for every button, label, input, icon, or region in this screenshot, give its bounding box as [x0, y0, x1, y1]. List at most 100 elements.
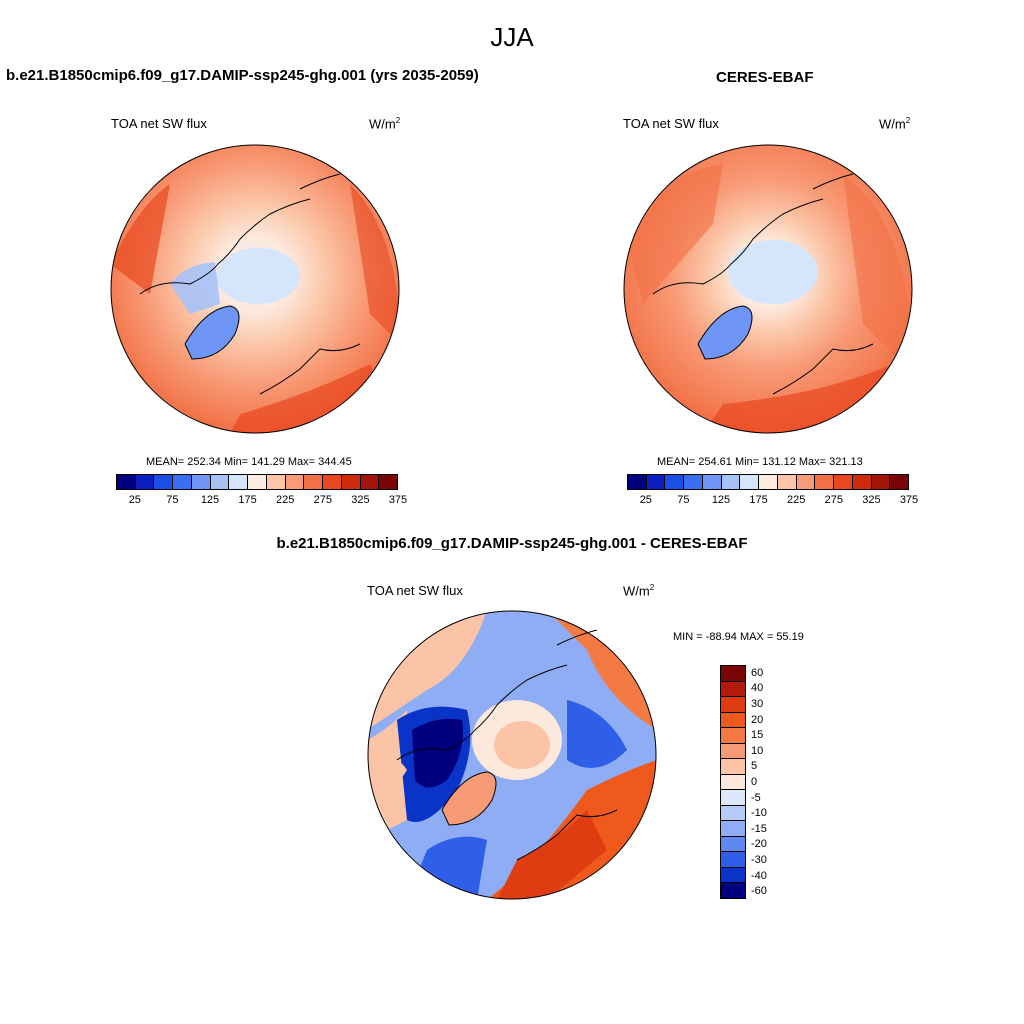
- colorbar-swatch: [191, 475, 211, 489]
- colorbar-swatch: [890, 475, 909, 489]
- colorbar-swatch: [777, 475, 797, 489]
- colorbar-swatch: [721, 774, 745, 791]
- diff-units-label: W/m2: [623, 583, 655, 599]
- colorbar-swatch: [266, 475, 286, 489]
- colorbar-tick-label: 75: [166, 494, 179, 506]
- colorbar-swatch: [852, 475, 872, 489]
- colorbar-swatch: [721, 666, 745, 682]
- colorbar-swatch: [834, 475, 853, 489]
- colorbar-swatch: [721, 867, 745, 884]
- figure-title: JJA: [490, 22, 534, 52]
- colorbar-swatch: [721, 852, 745, 868]
- colorbar-swatch: [721, 883, 745, 898]
- model-units-label: W/m2: [369, 116, 401, 132]
- colorbar-tick-label: 0: [751, 776, 758, 788]
- colorbar-swatch: [285, 475, 305, 489]
- colorbar-swatch: [721, 836, 745, 853]
- colorbar-swatch: [628, 475, 647, 489]
- colorbar-tick-label: -60: [751, 885, 767, 898]
- obs-polar-map: [623, 144, 913, 434]
- colorbar-tick-label: 40: [751, 682, 764, 695]
- colorbar-tick-label: 15: [751, 729, 764, 742]
- diff-panel-title: b.e21.B1850cmip6.f09_g17.DAMIP-ssp245-gh…: [276, 535, 748, 552]
- obs-colorbar-ticks: 25 75 125 175 225 275 325 375: [627, 494, 918, 508]
- colorbar-swatch: [646, 475, 666, 489]
- colorbar-tick-label: 20: [751, 713, 764, 726]
- obs-panel-title: CERES-EBAF: [716, 69, 814, 86]
- colorbar-tick-label: 225: [787, 494, 806, 506]
- colorbar-swatch: [117, 475, 136, 489]
- colorbar-tick-label: -30: [751, 854, 767, 866]
- colorbar-swatch: [173, 475, 192, 489]
- colorbar-swatch: [721, 821, 745, 837]
- colorbar-swatch: [871, 475, 891, 489]
- colorbar-tick-label: 5: [751, 760, 758, 773]
- obs-coastlines: [652, 173, 874, 395]
- colorbar-swatch: [341, 475, 361, 489]
- colorbar-tick-label: 225: [276, 494, 295, 506]
- colorbar-swatch: [665, 475, 685, 489]
- colorbar-tick-label: -15: [751, 822, 767, 835]
- colorbar-swatch: [323, 475, 342, 489]
- obs-colorbar: [627, 474, 909, 490]
- colorbar-tick-label: 60: [751, 666, 764, 679]
- colorbar-tick-label: 75: [677, 494, 690, 506]
- colorbar-swatch: [721, 743, 745, 760]
- model-arctic-ice: [216, 248, 300, 304]
- colorbar-tick-label: 25: [639, 494, 652, 506]
- colorbar-tick-label: 325: [862, 494, 881, 506]
- colorbar-swatch: [721, 805, 745, 822]
- obs-stats: MEAN= 254.61 Min= 131.12 Max= 321.13: [657, 456, 863, 468]
- colorbar-swatch: [379, 475, 398, 489]
- colorbar-swatch: [815, 475, 835, 489]
- colorbar-tick-label: 275: [313, 494, 332, 506]
- colorbar-tick-label: -40: [751, 869, 767, 882]
- colorbar-swatch: [135, 475, 155, 489]
- model-colorbar-ticks: 25 75 125 175 225 275 325 375: [116, 494, 407, 508]
- model-stats: MEAN= 252.34 Min= 141.29 Max= 344.45: [146, 456, 352, 468]
- colorbar-swatch: [740, 475, 760, 489]
- colorbar-swatch: [702, 475, 722, 489]
- colorbar-swatch: [360, 475, 380, 489]
- model-coastlines: [139, 173, 361, 395]
- colorbar-tick-label: 30: [751, 698, 764, 710]
- colorbar-tick-label: 175: [238, 494, 257, 506]
- colorbar-swatch: [721, 759, 745, 775]
- model-colorbar: [116, 474, 398, 490]
- colorbar-tick-label: 175: [749, 494, 768, 506]
- colorbar-tick-label: -10: [751, 807, 767, 820]
- colorbar-swatch: [721, 790, 745, 806]
- colorbar-swatch: [796, 475, 816, 489]
- colorbar-swatch: [154, 475, 174, 489]
- colorbar-swatch: [248, 475, 267, 489]
- colorbar-tick-label: 375: [388, 494, 408, 506]
- colorbar-tick-label: 125: [711, 494, 731, 506]
- colorbar-tick-label: 25: [128, 494, 141, 506]
- colorbar-swatch: [721, 728, 745, 744]
- diff-polar-map: [367, 610, 657, 900]
- colorbar-swatch: [210, 475, 230, 489]
- obs-variable-label: TOA net SW flux: [623, 116, 719, 131]
- colorbar-tick-label: 125: [200, 494, 220, 506]
- colorbar-swatch: [721, 475, 741, 489]
- diff-colorbar-ticks: 60 40 30 20 15 10 5 0 -5 -10 -15 -20 -30 -40 -60: [751, 665, 791, 899]
- colorbar-tick-label: 375: [899, 494, 919, 506]
- colorbar-tick-label: 10: [751, 744, 764, 757]
- model-variable-label: TOA net SW flux: [111, 116, 207, 131]
- model-panel-title: b.e21.B1850cmip6.f09_g17.DAMIP-ssp245-gh…: [6, 67, 479, 84]
- obs-units-label: W/m2: [879, 116, 911, 132]
- diff-variable-label: TOA net SW flux: [367, 583, 463, 598]
- diff-stats: MIN = -88.94 MAX = 55.19: [673, 631, 804, 643]
- colorbar-tick-label: -20: [751, 838, 767, 851]
- colorbar-swatch: [759, 475, 778, 489]
- colorbar-tick-label: -5: [751, 791, 761, 804]
- colorbar-tick-label: 325: [351, 494, 370, 506]
- colorbar-swatch: [684, 475, 703, 489]
- colorbar-swatch: [304, 475, 324, 489]
- colorbar-swatch: [229, 475, 249, 489]
- diff-coastlines: [396, 629, 618, 861]
- colorbar-swatch: [721, 681, 745, 698]
- obs-arctic-ice: [728, 240, 818, 304]
- colorbar-swatch: [721, 697, 745, 713]
- colorbar-swatch: [721, 712, 745, 729]
